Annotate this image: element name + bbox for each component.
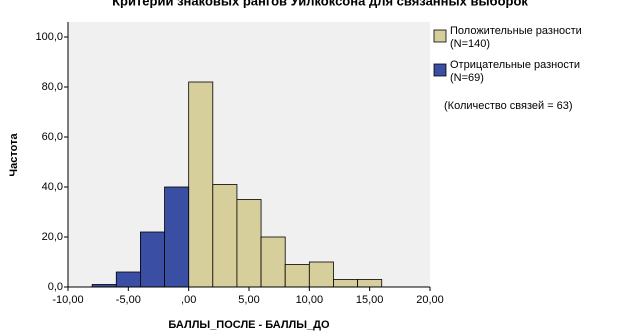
x-tick-label: 10,00 <box>296 294 324 306</box>
y-tick-label: 20,0 <box>42 231 63 243</box>
bar <box>212 184 238 288</box>
legend-note: (Количество связей = 63) <box>444 100 573 112</box>
y-tick-label: 60,0 <box>42 131 63 143</box>
bar <box>188 81 214 288</box>
y-tick-label: 0,0 <box>48 281 63 293</box>
x-tick-label: 5,00 <box>238 294 259 306</box>
x-tick-label: ,00 <box>181 294 196 306</box>
legend-count: (N=69) <box>450 72 484 84</box>
legend-count: (N=140) <box>450 38 490 50</box>
x-tick-label: 20,00 <box>416 294 444 306</box>
bar <box>357 279 383 288</box>
x-tick-label: -5,00 <box>116 294 141 306</box>
y-tick-label: 40,0 <box>42 181 63 193</box>
bar <box>308 261 334 288</box>
x-tick-label: -10,00 <box>52 294 83 306</box>
bar <box>115 271 141 288</box>
y-tick-label: 100,0 <box>35 31 63 43</box>
chart-title: Критерий знаковых рангов Уилкоксона для … <box>112 0 528 8</box>
x-tick-label: 15,00 <box>356 294 384 306</box>
legend-swatch <box>433 29 447 43</box>
bar <box>236 199 262 288</box>
bar <box>260 236 286 288</box>
legend-label: Отрицательные разности <box>450 59 580 71</box>
bar <box>284 264 310 288</box>
y-axis-title: Частота <box>8 133 20 177</box>
legend-label: Положительные разности <box>450 25 582 37</box>
bar <box>139 231 165 288</box>
bar <box>164 186 190 288</box>
y-tick-label: 80,0 <box>42 81 63 93</box>
bar <box>333 279 359 288</box>
x-axis-title: БАЛЛЫ_ПОСЛЕ - БАЛЛЫ_ДО <box>168 319 330 331</box>
legend-swatch <box>433 63 447 77</box>
